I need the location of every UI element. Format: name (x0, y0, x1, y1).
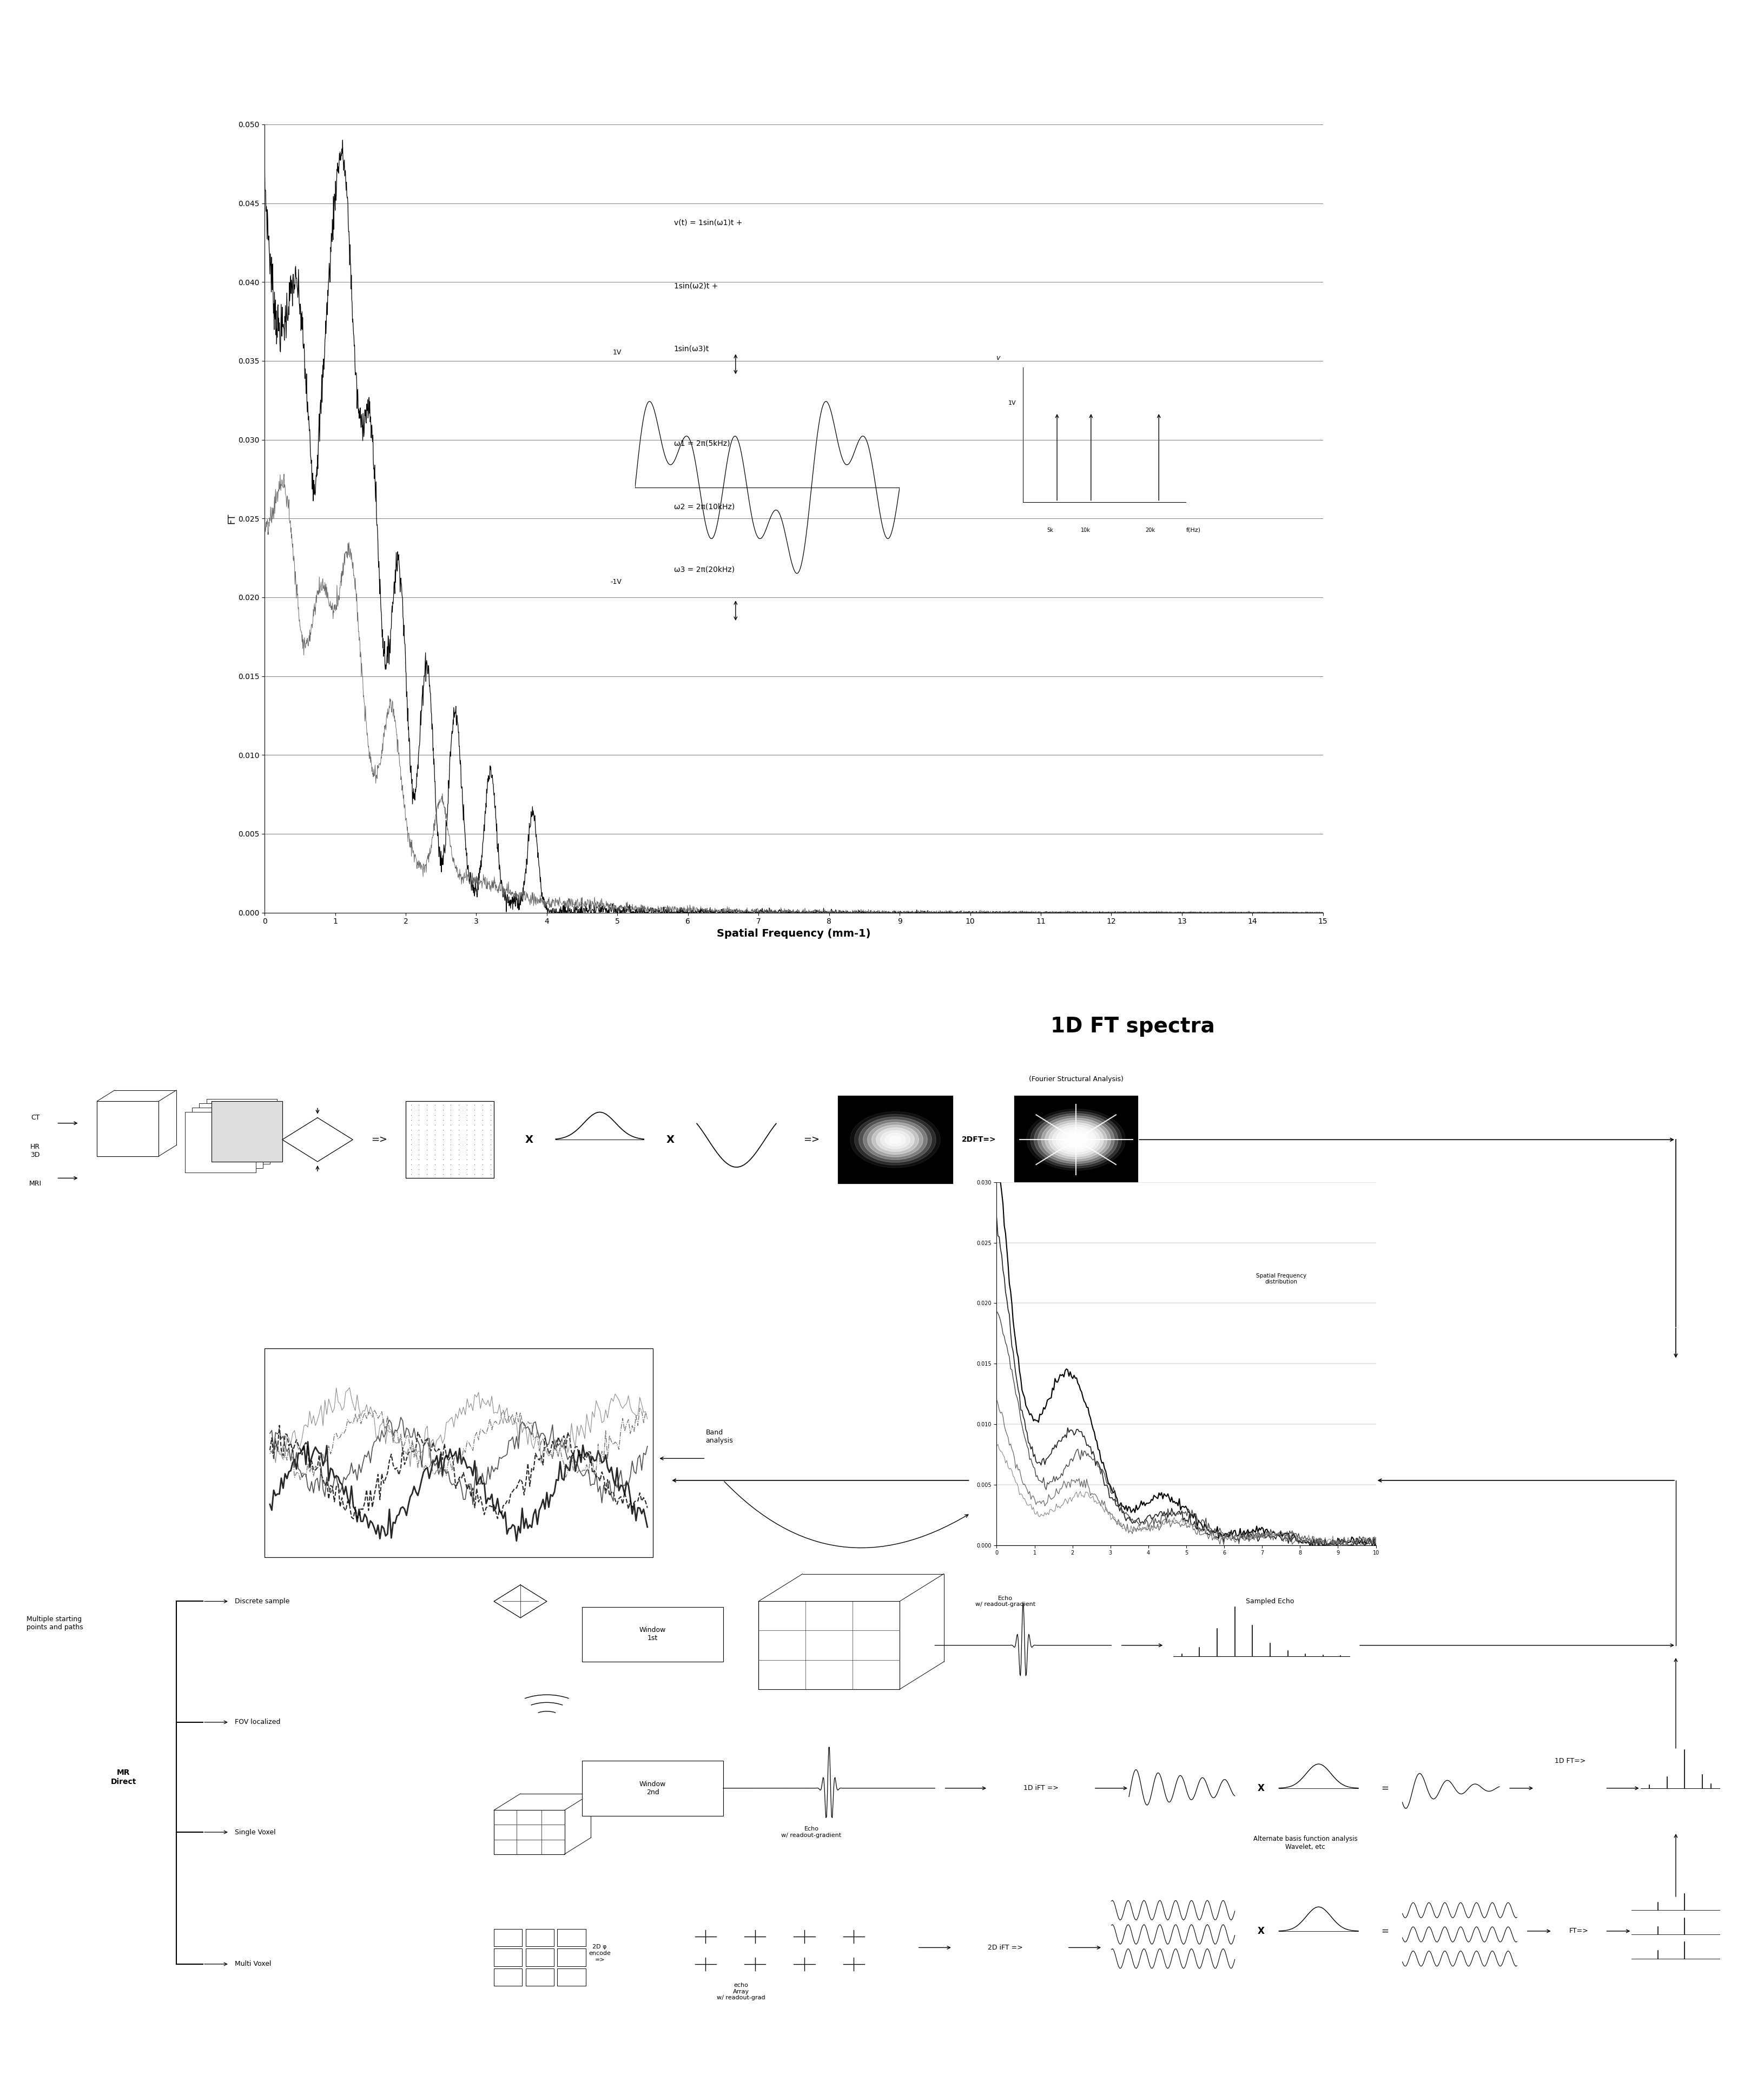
Text: X: X (1258, 1784, 1265, 1794)
Text: Discrete sample: Discrete sample (235, 1597, 289, 1605)
FancyBboxPatch shape (557, 1968, 586, 1987)
Text: 20k: 20k (1145, 527, 1155, 533)
FancyBboxPatch shape (192, 1108, 263, 1168)
Circle shape (886, 1132, 905, 1147)
Text: MRI: MRI (28, 1180, 42, 1186)
FancyBboxPatch shape (526, 1968, 554, 1987)
Text: f(Hz): f(Hz) (1185, 527, 1201, 533)
Circle shape (1053, 1124, 1099, 1155)
FancyBboxPatch shape (199, 1103, 270, 1164)
Text: v: v (997, 355, 1000, 361)
FancyBboxPatch shape (526, 1929, 554, 1947)
Circle shape (1048, 1122, 1104, 1157)
Text: Band
analysis: Band analysis (706, 1429, 734, 1444)
Circle shape (1037, 1116, 1115, 1164)
FancyBboxPatch shape (494, 1950, 522, 1966)
Text: =>: => (370, 1134, 388, 1145)
FancyBboxPatch shape (759, 1601, 900, 1688)
Circle shape (1074, 1139, 1078, 1141)
FancyBboxPatch shape (265, 1348, 653, 1558)
Y-axis label: FT: FT (228, 512, 236, 525)
FancyBboxPatch shape (582, 1607, 723, 1661)
Circle shape (868, 1122, 923, 1157)
Text: Alternate basis function analysis
Wavelet, etc: Alternate basis function analysis Wavele… (1252, 1835, 1358, 1850)
Text: 1sin(ω3)t: 1sin(ω3)t (674, 344, 709, 353)
Text: X: X (1258, 1927, 1265, 1935)
Text: =: = (1381, 1784, 1388, 1794)
FancyBboxPatch shape (582, 1761, 723, 1815)
FancyBboxPatch shape (206, 1099, 277, 1159)
FancyBboxPatch shape (1014, 1095, 1138, 1184)
Text: Single Voxel: Single Voxel (235, 1829, 275, 1835)
FancyBboxPatch shape (97, 1101, 159, 1155)
Text: 1sin(ω2)t +: 1sin(ω2)t + (674, 282, 718, 290)
Circle shape (871, 1124, 919, 1155)
Text: X: X (667, 1134, 674, 1145)
Text: ω1 = 2π(5kHz): ω1 = 2π(5kHz) (674, 440, 730, 448)
Text: X: X (526, 1134, 533, 1145)
Text: Echo
w/ readout-gradient: Echo w/ readout-gradient (975, 1595, 1035, 1607)
Text: =>: => (803, 1134, 820, 1145)
Circle shape (877, 1128, 914, 1151)
FancyBboxPatch shape (557, 1950, 586, 1966)
FancyBboxPatch shape (557, 1929, 586, 1947)
FancyBboxPatch shape (185, 1112, 256, 1172)
Text: Spatial Frequency
distribution: Spatial Frequency distribution (1256, 1273, 1307, 1284)
Circle shape (1067, 1134, 1085, 1145)
FancyBboxPatch shape (838, 1095, 953, 1184)
Circle shape (863, 1120, 928, 1159)
Text: (Fourier Structural Analysis): (Fourier Structural Analysis) (1028, 1076, 1124, 1083)
Text: Window
2nd: Window 2nd (639, 1782, 667, 1796)
Text: 10k: 10k (1081, 527, 1090, 533)
Text: HR
3D: HR 3D (30, 1143, 41, 1157)
Text: Sampled Echo: Sampled Echo (1245, 1597, 1295, 1605)
FancyBboxPatch shape (406, 1101, 494, 1178)
Text: 5k: 5k (1046, 527, 1053, 533)
Circle shape (1027, 1110, 1125, 1170)
X-axis label: Spatial Frequency (mm-1): Spatial Frequency (mm-1) (716, 929, 871, 940)
Text: MR
Direct: MR Direct (111, 1769, 136, 1786)
Text: 1V: 1V (1009, 400, 1016, 407)
Text: Window
1st: Window 1st (639, 1626, 667, 1643)
Text: FT=>: FT=> (1570, 1927, 1588, 1935)
Circle shape (1030, 1112, 1122, 1168)
FancyBboxPatch shape (494, 1968, 522, 1987)
FancyBboxPatch shape (212, 1101, 282, 1161)
Circle shape (1060, 1130, 1092, 1149)
Circle shape (889, 1137, 901, 1143)
Text: Multi Voxel: Multi Voxel (235, 1960, 272, 1968)
Circle shape (1044, 1120, 1108, 1159)
Text: =: = (1381, 1927, 1388, 1935)
Circle shape (850, 1112, 940, 1168)
Text: Multiple starting
points and paths: Multiple starting points and paths (26, 1616, 83, 1630)
Circle shape (859, 1118, 931, 1161)
Text: 2D iFT =>: 2D iFT => (988, 1943, 1023, 1952)
Circle shape (1041, 1118, 1111, 1161)
Text: 1D iFT =>: 1D iFT => (1023, 1786, 1058, 1792)
Text: -1V: -1V (610, 579, 623, 585)
Text: ω2 = 2π(10kHz): ω2 = 2π(10kHz) (674, 502, 734, 510)
Text: v(t) = 1sin(ω1)t +: v(t) = 1sin(ω1)t + (674, 220, 743, 226)
FancyBboxPatch shape (526, 1950, 554, 1966)
Circle shape (1057, 1126, 1095, 1153)
Text: ω3 = 2π(20kHz): ω3 = 2π(20kHz) (674, 566, 734, 572)
Text: Echo
w/ readout-gradient: Echo w/ readout-gradient (781, 1827, 841, 1838)
FancyBboxPatch shape (494, 1929, 522, 1947)
Text: 2DFT=>: 2DFT=> (961, 1137, 997, 1143)
Circle shape (880, 1130, 910, 1149)
Circle shape (1034, 1114, 1118, 1166)
Text: echo
Array
w/ readout-grad: echo Array w/ readout-grad (716, 1983, 766, 2001)
Text: CT: CT (30, 1114, 41, 1122)
Circle shape (854, 1114, 937, 1166)
Circle shape (1064, 1132, 1088, 1147)
FancyBboxPatch shape (494, 1811, 564, 1854)
Circle shape (894, 1139, 898, 1141)
Text: 1V: 1V (612, 348, 623, 357)
Text: 2D φ
encode
=>: 2D φ encode => (589, 1943, 610, 1962)
Text: 1D FT spectra: 1D FT spectra (1050, 1016, 1215, 1037)
Circle shape (1071, 1137, 1081, 1143)
Text: FOV localized: FOV localized (235, 1719, 280, 1726)
Text: 1D FT=>: 1D FT=> (1554, 1757, 1586, 1765)
